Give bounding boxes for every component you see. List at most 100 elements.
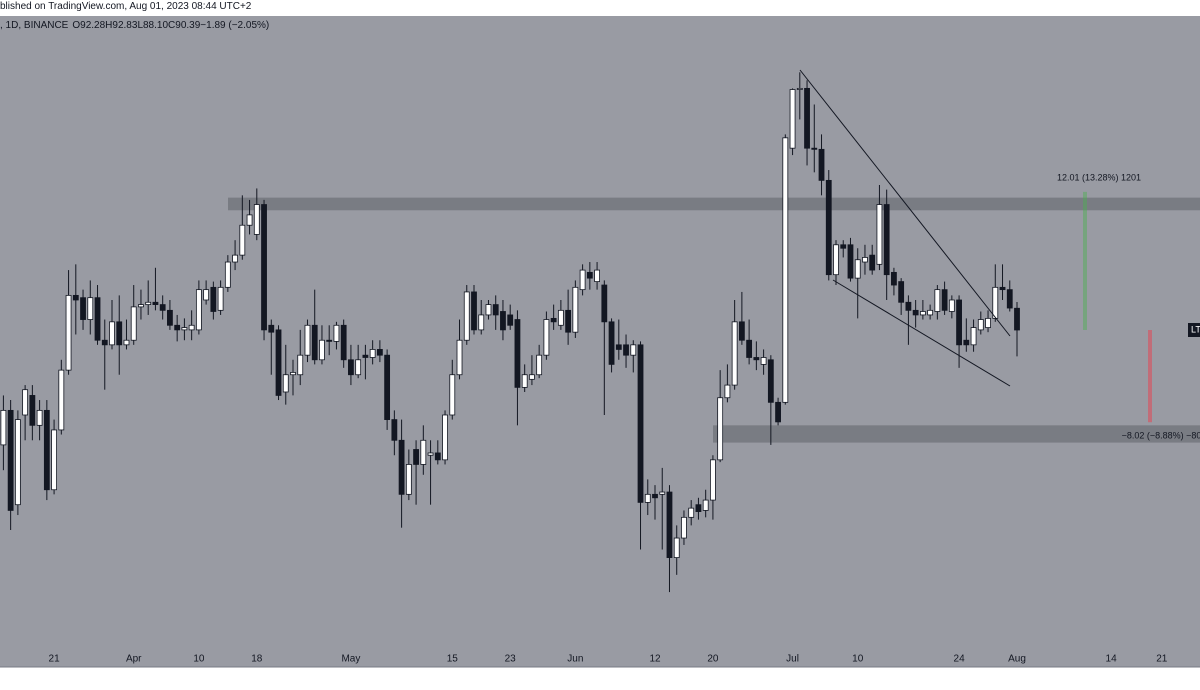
candle-body <box>420 439 427 465</box>
candle-body <box>51 429 57 491</box>
candle-body <box>840 244 847 249</box>
candle-body <box>471 291 477 331</box>
candle-body <box>796 87 803 90</box>
candle-body <box>239 224 246 256</box>
candle-body <box>688 507 695 518</box>
candle-body <box>101 339 108 346</box>
candle-body <box>999 286 1006 291</box>
ohlc-label: O <box>72 20 81 31</box>
candle-body <box>36 409 43 426</box>
candle-body <box>1014 307 1020 331</box>
candle-body <box>58 369 65 431</box>
candle-body <box>333 324 340 342</box>
ohlc-label: C <box>168 20 176 31</box>
x-tick-label: Apr <box>126 654 142 665</box>
candle-body <box>290 372 296 376</box>
candle-body <box>912 309 919 316</box>
candle-body <box>543 319 550 356</box>
candle-body <box>941 289 948 311</box>
candle-body <box>956 299 962 346</box>
candle-body <box>905 301 912 311</box>
candle-body <box>130 306 137 341</box>
candle-body <box>934 289 941 312</box>
candle-body <box>521 374 528 388</box>
candle-body <box>811 147 818 150</box>
x-tick-label: 24 <box>954 654 966 665</box>
candle-body <box>775 401 781 423</box>
candle-body <box>891 271 897 286</box>
ohlc-value: 90.39 <box>175 20 201 31</box>
candle-body <box>65 294 72 371</box>
x-tick-label: 10 <box>852 654 864 665</box>
candle-body <box>782 137 789 403</box>
x-tick-label: 23 <box>505 654 517 665</box>
x-tick-label: 10 <box>193 654 205 665</box>
candle-body <box>14 419 21 506</box>
ohlc-label: H <box>105 20 113 31</box>
candle-body <box>369 349 376 358</box>
candle-body <box>804 87 810 149</box>
candle-body <box>623 344 629 356</box>
candle-body <box>666 491 673 558</box>
symbol: , 1D, BINANCE <box>0 20 69 31</box>
candle-body <box>0 409 7 446</box>
candle-body <box>572 286 579 333</box>
candle-body <box>203 289 210 301</box>
x-tick-label: 15 <box>447 654 459 665</box>
candle-body <box>456 339 463 376</box>
candle-body <box>644 493 651 503</box>
candle-body <box>72 294 79 301</box>
candle-body <box>963 339 970 346</box>
candle-body <box>883 204 890 276</box>
candle-body <box>898 281 905 303</box>
candle-body <box>710 459 716 501</box>
candle-body <box>478 314 485 331</box>
candle-body <box>789 89 796 149</box>
measure-label: 12.01 (13.28%) 1201 <box>1057 172 1141 182</box>
overlay: 12.01 (13.28%) 1201 −8.02 (−8.88%) −802 LT <box>1057 172 1200 441</box>
candle-body <box>601 284 608 323</box>
published-text: blished on TradingView.com, Aug 01, 2023… <box>0 1 252 12</box>
candle-body <box>138 304 144 308</box>
candle-body <box>282 374 289 393</box>
candle-body <box>637 344 644 503</box>
ohlc-value: 92.83 <box>112 20 138 31</box>
candle-body <box>702 499 709 511</box>
candle-body <box>492 304 499 316</box>
candle-body <box>181 327 188 331</box>
x-tick-label: 18 <box>251 654 263 665</box>
candle-body <box>159 304 166 311</box>
candle-body <box>753 357 760 361</box>
candle-body <box>188 324 195 331</box>
price-tag: LT <box>1191 324 1200 334</box>
measure-label: −8.02 (−8.88%) −802 <box>1122 431 1200 441</box>
candle-body <box>297 354 304 376</box>
zones <box>228 197 1200 443</box>
candle-body <box>355 359 362 376</box>
candle-body <box>615 344 622 350</box>
candle-body <box>652 493 658 499</box>
measure-bar <box>1083 191 1087 330</box>
candle-body <box>977 319 984 331</box>
candle-body <box>876 204 883 265</box>
candle-body <box>43 409 50 491</box>
candle-body <box>927 309 934 316</box>
candle-body <box>869 254 876 271</box>
candle-body <box>152 301 159 305</box>
candle-body <box>398 439 405 495</box>
ohlc-label: L <box>137 20 143 31</box>
candle-body <box>536 354 543 376</box>
candle-body <box>7 409 14 511</box>
x-tick-label: Aug <box>1008 654 1026 665</box>
candle-body <box>608 321 615 365</box>
chart-background <box>0 0 1200 667</box>
price-zone <box>228 197 1200 211</box>
candle-body <box>391 419 398 441</box>
candle-body <box>87 297 94 320</box>
candle-body <box>970 327 977 346</box>
candle-body <box>659 491 666 495</box>
candle-body <box>919 311 926 316</box>
candle-body <box>362 354 369 358</box>
candle-body <box>326 339 333 342</box>
